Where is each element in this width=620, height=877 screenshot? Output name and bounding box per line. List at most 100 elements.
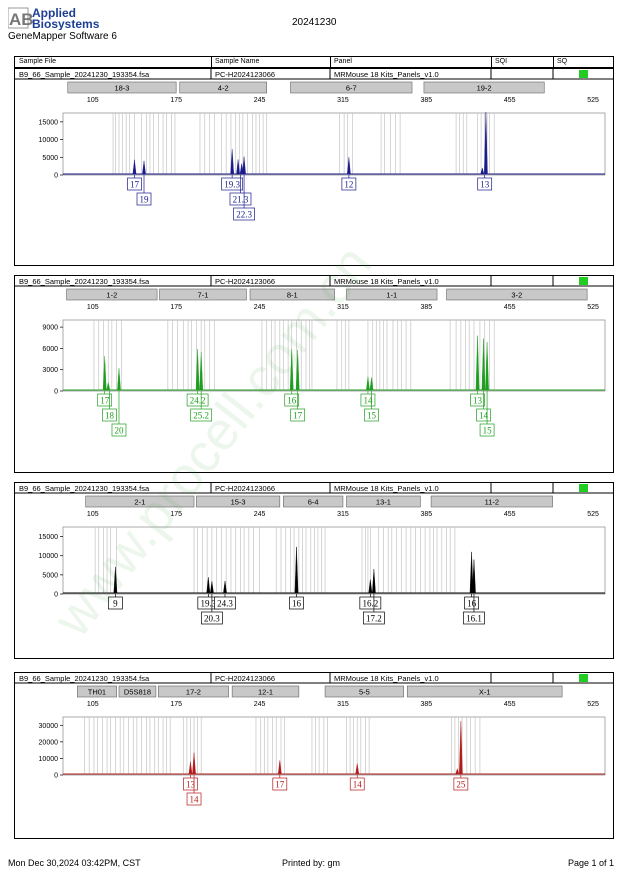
- marker-label-6-4: 6-4: [308, 498, 319, 507]
- marker-box-8-1: [249, 288, 335, 301]
- allele-label-5: 16: [287, 396, 297, 406]
- marker-label-19-2: 19-2: [477, 84, 492, 93]
- allele-label-1: 14: [190, 795, 200, 805]
- peak-7: [480, 167, 485, 175]
- marker-box-5-5: [324, 685, 404, 698]
- quality-flag: [579, 70, 588, 78]
- peak-5: [368, 579, 373, 594]
- allele-label-7: 14: [363, 396, 373, 406]
- allele-label-8: 16.1: [466, 614, 482, 624]
- peak-7: [469, 551, 474, 594]
- x-tick-245: 245: [254, 511, 266, 518]
- allele-label-3: 21.3: [233, 195, 249, 205]
- y-tick-10000: 10000: [39, 553, 59, 560]
- marker-label-17-2: 17-2: [186, 688, 201, 697]
- ab-logo-icon: AB Applied Biosystems: [7, 6, 100, 31]
- x-tick-525: 525: [587, 304, 599, 311]
- peak-1: [206, 577, 211, 594]
- peak-2: [117, 368, 121, 391]
- marker-label-18-3: 18-3: [114, 84, 129, 93]
- x-tick-105: 105: [87, 511, 99, 518]
- panel-name: MRMouse 18 Kits_Panels_v1.0: [334, 484, 439, 493]
- allele-label-3: 14: [353, 780, 363, 790]
- y-tick-9000: 9000: [42, 325, 58, 332]
- marker-label-13-1: 13-1: [376, 498, 391, 507]
- plot-area: [62, 716, 606, 776]
- allele-box-3: [186, 393, 209, 407]
- peak-4: [455, 768, 460, 775]
- allele-label-7: 16: [467, 599, 477, 609]
- marker-label-15-3: 15-3: [231, 498, 246, 507]
- panel-name: MRMouse 18 Kits_Panels_v1.0: [334, 277, 439, 286]
- marker-box-D5S818: [118, 685, 157, 698]
- allele-label-4: 16: [292, 599, 302, 609]
- brand-line1: Applied: [32, 6, 76, 20]
- peak-4: [199, 351, 203, 391]
- marker-box-6-4: [283, 495, 344, 508]
- peak-2: [230, 149, 234, 175]
- marker-box-18-3: [67, 81, 177, 94]
- panel-name: MRMouse 18 Kits_Panels_v1.0: [334, 70, 439, 79]
- allele-box-8: [463, 611, 485, 625]
- marker-label-11-2: 11-2: [485, 498, 499, 507]
- footer-page: Page 1 of 1: [567, 858, 614, 868]
- peak-1: [192, 752, 196, 775]
- y-tick-20000: 20000: [39, 739, 59, 746]
- marker-label-4-2: 4-2: [218, 84, 229, 93]
- allele-box-6: [477, 177, 493, 191]
- electropherogram-chart-green: B9_66_Sample_20241230_193354.fsa PC-H2024…: [15, 276, 613, 437]
- x-tick-525: 525: [587, 511, 599, 518]
- x-tick-525: 525: [587, 97, 599, 104]
- x-tick-455: 455: [504, 701, 516, 708]
- allele-box-3: [229, 192, 252, 206]
- allele-label-11: 15: [483, 426, 493, 436]
- x-tick-175: 175: [170, 511, 182, 518]
- x-tick-105: 105: [87, 97, 99, 104]
- peak-0: [188, 761, 193, 775]
- allele-label-4: 25.2: [193, 411, 209, 421]
- y-tick-6000: 6000: [42, 346, 58, 353]
- allele-box-3: [349, 777, 365, 791]
- allele-label-2: 19.3: [224, 180, 240, 190]
- y-tick-15000: 15000: [39, 534, 59, 541]
- marker-label-5-5: 5-5: [359, 688, 370, 697]
- y-tick-5000: 5000: [42, 155, 58, 162]
- peak-4: [294, 546, 299, 594]
- plot-area: [62, 112, 606, 176]
- allele-box-11: [479, 423, 495, 437]
- x-tick-105: 105: [87, 701, 99, 708]
- marker-box-7-1: [159, 288, 247, 301]
- col-panel: Panel: [334, 58, 352, 65]
- column-header-row: Sample File Sample Name Panel SQI SQ: [14, 56, 614, 68]
- panel-name: MRMouse 18 Kits_Panels_v1.0: [334, 674, 439, 683]
- peak-6: [347, 157, 351, 175]
- allele-label-5: 12: [344, 180, 353, 190]
- marker-label-D5S818: D5S818: [124, 688, 151, 697]
- y-tick-10000: 10000: [39, 137, 59, 144]
- allele-label-3: 24.2: [190, 396, 206, 406]
- marker-label-1-1: 1-1: [386, 291, 397, 300]
- marker-label-12-1: 12-1: [258, 688, 273, 697]
- allele-label-9: 13: [473, 396, 483, 406]
- allele-box-8: [364, 408, 379, 422]
- x-tick-175: 175: [170, 304, 182, 311]
- sample-name: PC-H2024123066: [215, 484, 275, 493]
- col-sample-file: Sample File: [19, 58, 56, 65]
- peak-2: [277, 760, 282, 775]
- allele-box-2: [201, 611, 223, 625]
- applied-biosystems-logo: AB Applied Biosystems: [7, 6, 118, 31]
- x-tick-455: 455: [504, 97, 516, 104]
- peak-0: [132, 159, 137, 175]
- allele-box-5: [341, 177, 357, 191]
- y-tick-5000: 5000: [42, 572, 58, 579]
- allele-label-0: 13: [186, 780, 196, 790]
- marker-box-2-1: [85, 495, 195, 508]
- marker-box-TH01: [76, 685, 117, 698]
- marker-box-11-2: [430, 495, 553, 508]
- col-sample-name: Sample Name: [215, 58, 260, 65]
- allele-label-1: 19: [140, 195, 150, 205]
- peak-11: [485, 342, 489, 391]
- peak-4: [239, 163, 244, 175]
- electropherogram-panel-blue: B9_66_Sample_20241230_193354.fsa PC-H2024…: [14, 68, 614, 266]
- marker-box-1-2: [66, 288, 158, 301]
